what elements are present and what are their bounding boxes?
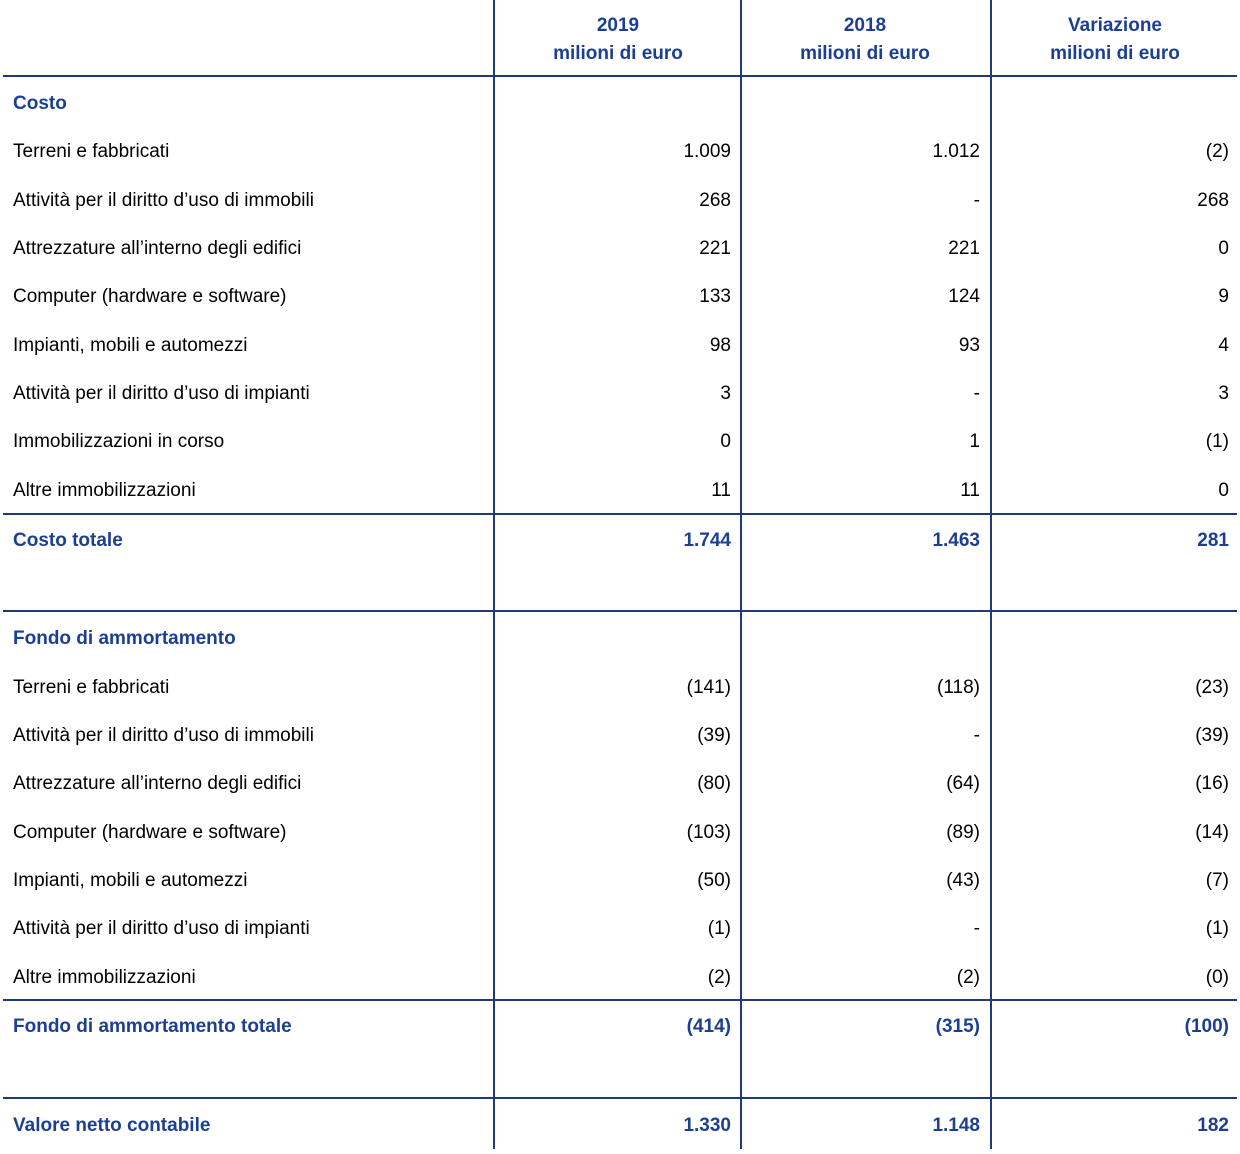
value-variazione: 3 — [1218, 383, 1229, 404]
value-variazione: 268 — [1197, 190, 1229, 211]
value-2019: 268 — [699, 190, 731, 211]
value-2019: (2) — [707, 967, 731, 988]
value-variazione: 4 — [1218, 335, 1229, 356]
header-unit: milioni di euro — [800, 43, 930, 64]
value-variazione: (1) — [1205, 918, 1229, 939]
value-2018: (315) — [935, 1016, 980, 1037]
value-2018: (64) — [946, 773, 980, 794]
value-variazione: (39) — [1195, 725, 1229, 746]
fondo-section-rule — [3, 610, 1237, 612]
row-label: Attrezzature all’interno degli edifici — [13, 773, 302, 794]
value-variazione: 281 — [1197, 530, 1229, 551]
value-2019: (414) — [686, 1016, 731, 1037]
row-label: Valore netto contabile — [13, 1115, 211, 1136]
value-variazione: 9 — [1218, 286, 1229, 307]
value-2018: 1 — [969, 431, 980, 452]
value-variazione: (100) — [1184, 1016, 1229, 1037]
row-label: Terreni e fabbricati — [13, 677, 170, 698]
value-2018: (118) — [937, 677, 980, 698]
value-2019: (50) — [697, 870, 731, 891]
value-2019: 221 — [699, 238, 731, 259]
value-2019: 1.009 — [683, 141, 731, 162]
header-unit: milioni di euro — [1050, 43, 1180, 64]
section-title-costo: Costo — [13, 93, 67, 114]
value-2018: - — [973, 190, 980, 211]
value-2018: 221 — [948, 238, 980, 259]
header-year: Variazione — [1068, 15, 1162, 36]
value-2019: 3 — [720, 383, 731, 404]
row-label: Impianti, mobili e automezzi — [13, 870, 248, 891]
row-label: Fondo di ammortamento totale — [13, 1016, 292, 1037]
value-2018: (89) — [946, 822, 980, 843]
value-2018: (43) — [946, 870, 980, 891]
value-2019: (103) — [686, 822, 731, 843]
header-year: 2019 — [596, 15, 640, 36]
value-variazione: (1) — [1205, 431, 1229, 452]
header-unit: milioni di euro — [553, 43, 683, 64]
row-label: Altre immobilizzazioni — [13, 967, 196, 988]
value-2019: 133 — [699, 286, 731, 307]
costo-total-rule — [3, 513, 1237, 515]
section-title-fondo: Fondo di ammortamento — [13, 628, 236, 649]
value-2019: (39) — [697, 725, 731, 746]
row-label: Impianti, mobili e automezzi — [13, 335, 248, 356]
column-header-2019: 2019 milioni di euro — [495, 12, 741, 68]
value-2018: 1.012 — [932, 141, 980, 162]
row-label: Costo totale — [13, 530, 123, 551]
row-label: Terreni e fabbricati — [13, 141, 170, 162]
value-variazione: (0) — [1205, 967, 1229, 988]
row-label: Computer (hardware e software) — [13, 286, 287, 307]
column-header-2018: 2018 milioni di euro — [742, 12, 988, 68]
fondo-total-rule — [3, 999, 1237, 1001]
column-divider-3 — [990, 0, 992, 1149]
row-label: Attività per il diritto d’uso di immobil… — [13, 190, 314, 211]
value-2019: 98 — [709, 335, 731, 356]
row-label: Computer (hardware e software) — [13, 822, 287, 843]
value-2019: (80) — [697, 773, 731, 794]
value-variazione: (23) — [1195, 677, 1229, 698]
value-variazione: (16) — [1195, 773, 1229, 794]
value-2019: 11 — [711, 480, 731, 501]
value-2018: - — [973, 725, 980, 746]
value-variazione: 0 — [1218, 480, 1229, 501]
value-2018: 1.463 — [932, 530, 980, 551]
netto-rule — [3, 1097, 1237, 1099]
value-2018: 124 — [948, 286, 980, 307]
row-label: Altre immobilizzazioni — [13, 480, 196, 501]
value-2018: (2) — [956, 967, 980, 988]
row-label: Attività per il diritto d’uso di immobil… — [13, 725, 314, 746]
value-variazione: (7) — [1205, 870, 1229, 891]
value-2018: 93 — [958, 335, 980, 356]
row-label: Attività per il diritto d’uso di impiant… — [13, 383, 310, 404]
header-year: 2018 — [843, 15, 887, 36]
column-divider-1 — [493, 0, 495, 1149]
column-header-variazione: Variazione milioni di euro — [992, 12, 1238, 68]
value-2018: - — [973, 383, 980, 404]
value-variazione: 0 — [1218, 238, 1229, 259]
row-label: Attrezzature all’interno degli edifici — [13, 238, 302, 259]
value-2018: - — [973, 918, 980, 939]
value-2019: 1.330 — [683, 1115, 731, 1136]
value-2019: 0 — [720, 431, 731, 452]
value-variazione: (14) — [1195, 822, 1229, 843]
value-2018: 1.148 — [932, 1115, 980, 1136]
row-label: Immobilizzazioni in corso — [13, 431, 225, 452]
value-2019: (141) — [686, 677, 731, 698]
value-2018: 11 — [960, 480, 980, 501]
column-divider-2 — [740, 0, 742, 1149]
row-label: Attività per il diritto d’uso di impiant… — [13, 918, 310, 939]
header-rule — [3, 75, 1237, 77]
value-variazione: (2) — [1205, 141, 1229, 162]
value-2019: (1) — [707, 918, 731, 939]
value-variazione: 182 — [1197, 1115, 1229, 1136]
value-2019: 1.744 — [683, 530, 731, 551]
